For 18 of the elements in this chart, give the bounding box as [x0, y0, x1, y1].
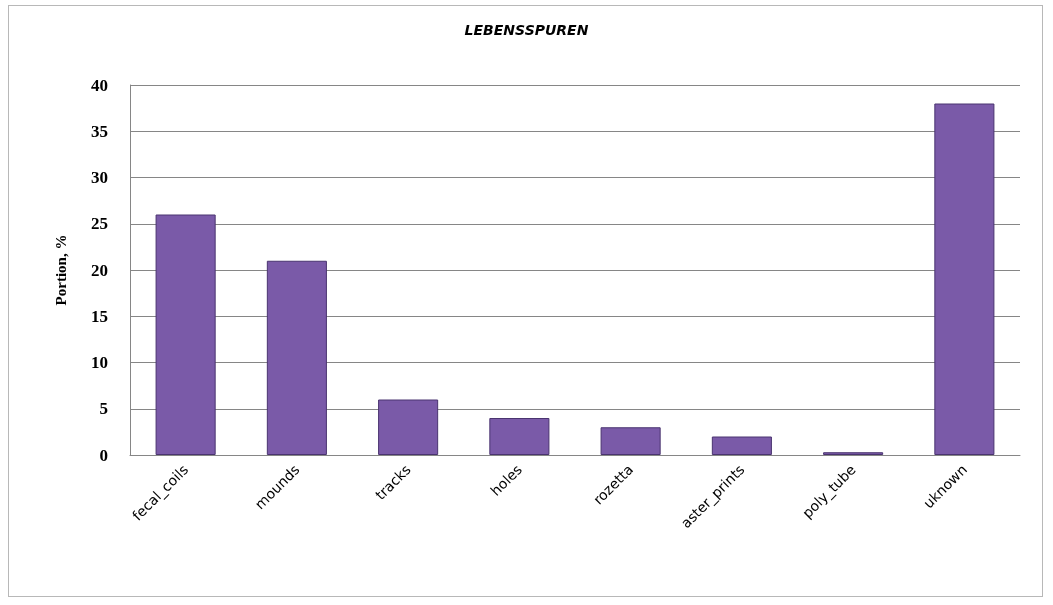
y-tick-label: 25 [91, 214, 108, 234]
y-tick-label: 20 [91, 260, 108, 280]
y-tick-label: 40 [91, 75, 108, 95]
y-tick-label: 35 [91, 121, 108, 141]
bar [711, 436, 772, 455]
y-tick-label: 15 [91, 306, 108, 326]
bar [600, 427, 661, 455]
y-tick-label: 5 [99, 399, 108, 419]
bar [155, 214, 216, 455]
chart-title: LEBENSSPUREN [464, 22, 589, 38]
bar [489, 418, 550, 455]
bar [378, 399, 439, 455]
y-tick-label: 0 [99, 445, 108, 465]
bar [266, 260, 327, 455]
y-tick-label: 10 [91, 353, 108, 372]
y-tick-label: 30 [91, 168, 108, 187]
y-axis-title: Portion, % [52, 234, 69, 306]
bar [934, 103, 995, 455]
